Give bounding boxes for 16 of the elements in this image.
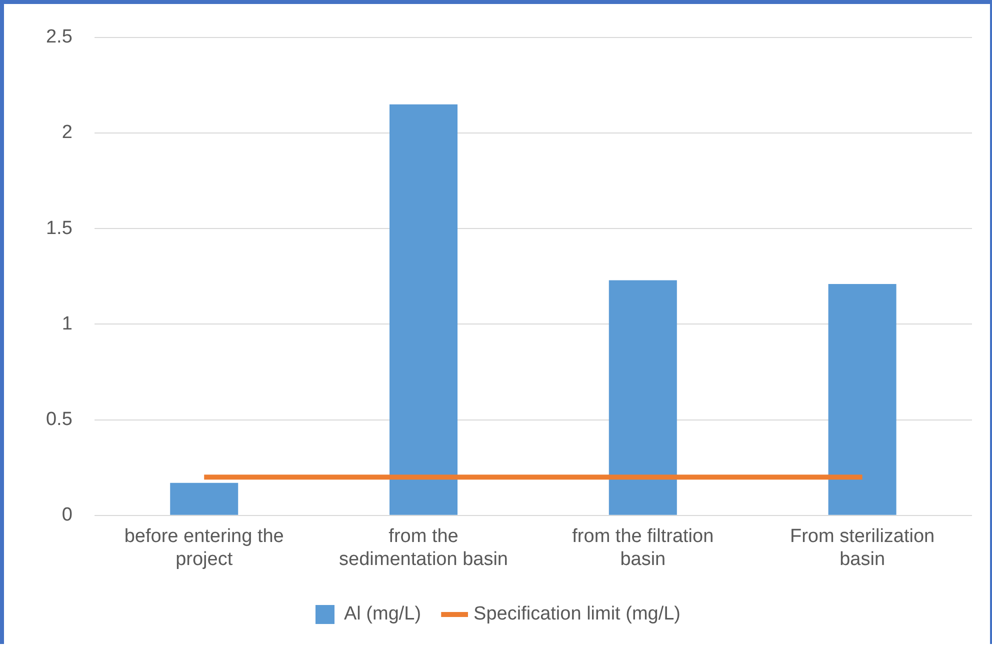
- bar: [170, 482, 238, 515]
- bar: [390, 104, 458, 515]
- x-tick-label: from the filtration basin: [572, 526, 714, 570]
- x-tick-label: from the sedimentation basin: [339, 526, 508, 570]
- y-tick-label: 2.5: [46, 26, 72, 48]
- y-tick-label: 1.5: [46, 218, 72, 239]
- bar: [828, 284, 896, 515]
- x-tick-label: before entering the project: [124, 526, 284, 570]
- bar: [608, 280, 677, 515]
- legend-label: Specification limit (mg/L): [474, 604, 681, 625]
- y-tick-label: 0.5: [46, 409, 72, 430]
- x-tick-label: From sterilization basin: [790, 526, 935, 570]
- y-tick-label: 1: [62, 313, 72, 334]
- legend-label: Al (mg/L): [344, 604, 422, 625]
- y-tick-label: 2: [62, 122, 72, 144]
- y-tick-label: 0: [62, 504, 72, 526]
